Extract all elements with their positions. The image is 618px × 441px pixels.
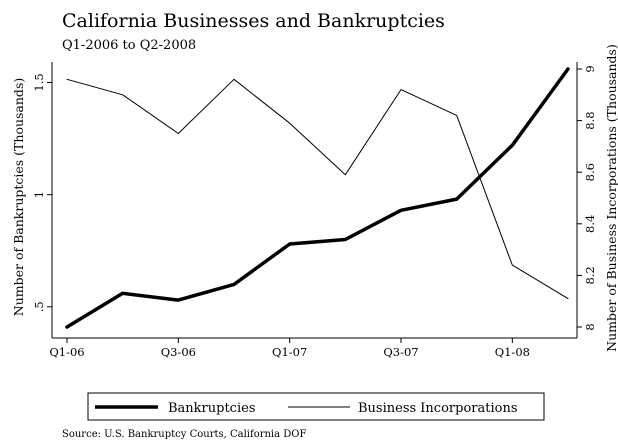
x-tick-label: Q3-07 xyxy=(383,345,418,359)
axes: Q1-06 Q3-06 Q1-07 Q3-07 Q1-08 .5 1 1.5 8 8.2 8.4 8.… xyxy=(32,62,597,359)
y-right-tick-label: 8 xyxy=(583,323,597,330)
y-right-tick-label: 8.6 xyxy=(583,163,597,181)
y-right-tick-label: 8.8 xyxy=(583,111,597,129)
y-right-tick-label: 8.4 xyxy=(583,215,597,233)
y-right-tick-label: 8.2 xyxy=(583,266,597,284)
y-right-tick-label: 9 xyxy=(583,65,597,72)
y-axis-left-label: Number of Bankruptcies (Thousands) xyxy=(11,78,26,316)
y-left-tick-label: 1.5 xyxy=(32,73,46,91)
x-tick-label: Q1-06 xyxy=(49,345,84,359)
y-axis-right-label: Number of Business Incorporations (Thous… xyxy=(604,44,618,352)
x-tick-label: Q3-06 xyxy=(161,345,196,359)
series-lines xyxy=(67,69,568,327)
series-line-incorporations xyxy=(67,79,568,298)
chart-subtitle: Q1-2006 to Q2-2008 xyxy=(62,38,196,53)
y-left-tick-label: 1 xyxy=(32,191,46,198)
x-tick-label: Q1-07 xyxy=(272,345,307,359)
source-note: Source: U.S. Bankruptcy Courts, Californ… xyxy=(62,429,306,440)
chart-title: California Businesses and Bankruptcies xyxy=(62,10,445,32)
y-left-tick-label: .5 xyxy=(32,301,46,312)
x-tick-label: Q1-08 xyxy=(495,345,530,359)
legend: Bankruptcies Business Incorporations xyxy=(88,393,544,420)
series-line-bankruptcies xyxy=(67,69,568,327)
legend-label-bankruptcies: Bankruptcies xyxy=(168,401,256,416)
legend-label-incorporations: Business Incorporations xyxy=(358,401,518,416)
